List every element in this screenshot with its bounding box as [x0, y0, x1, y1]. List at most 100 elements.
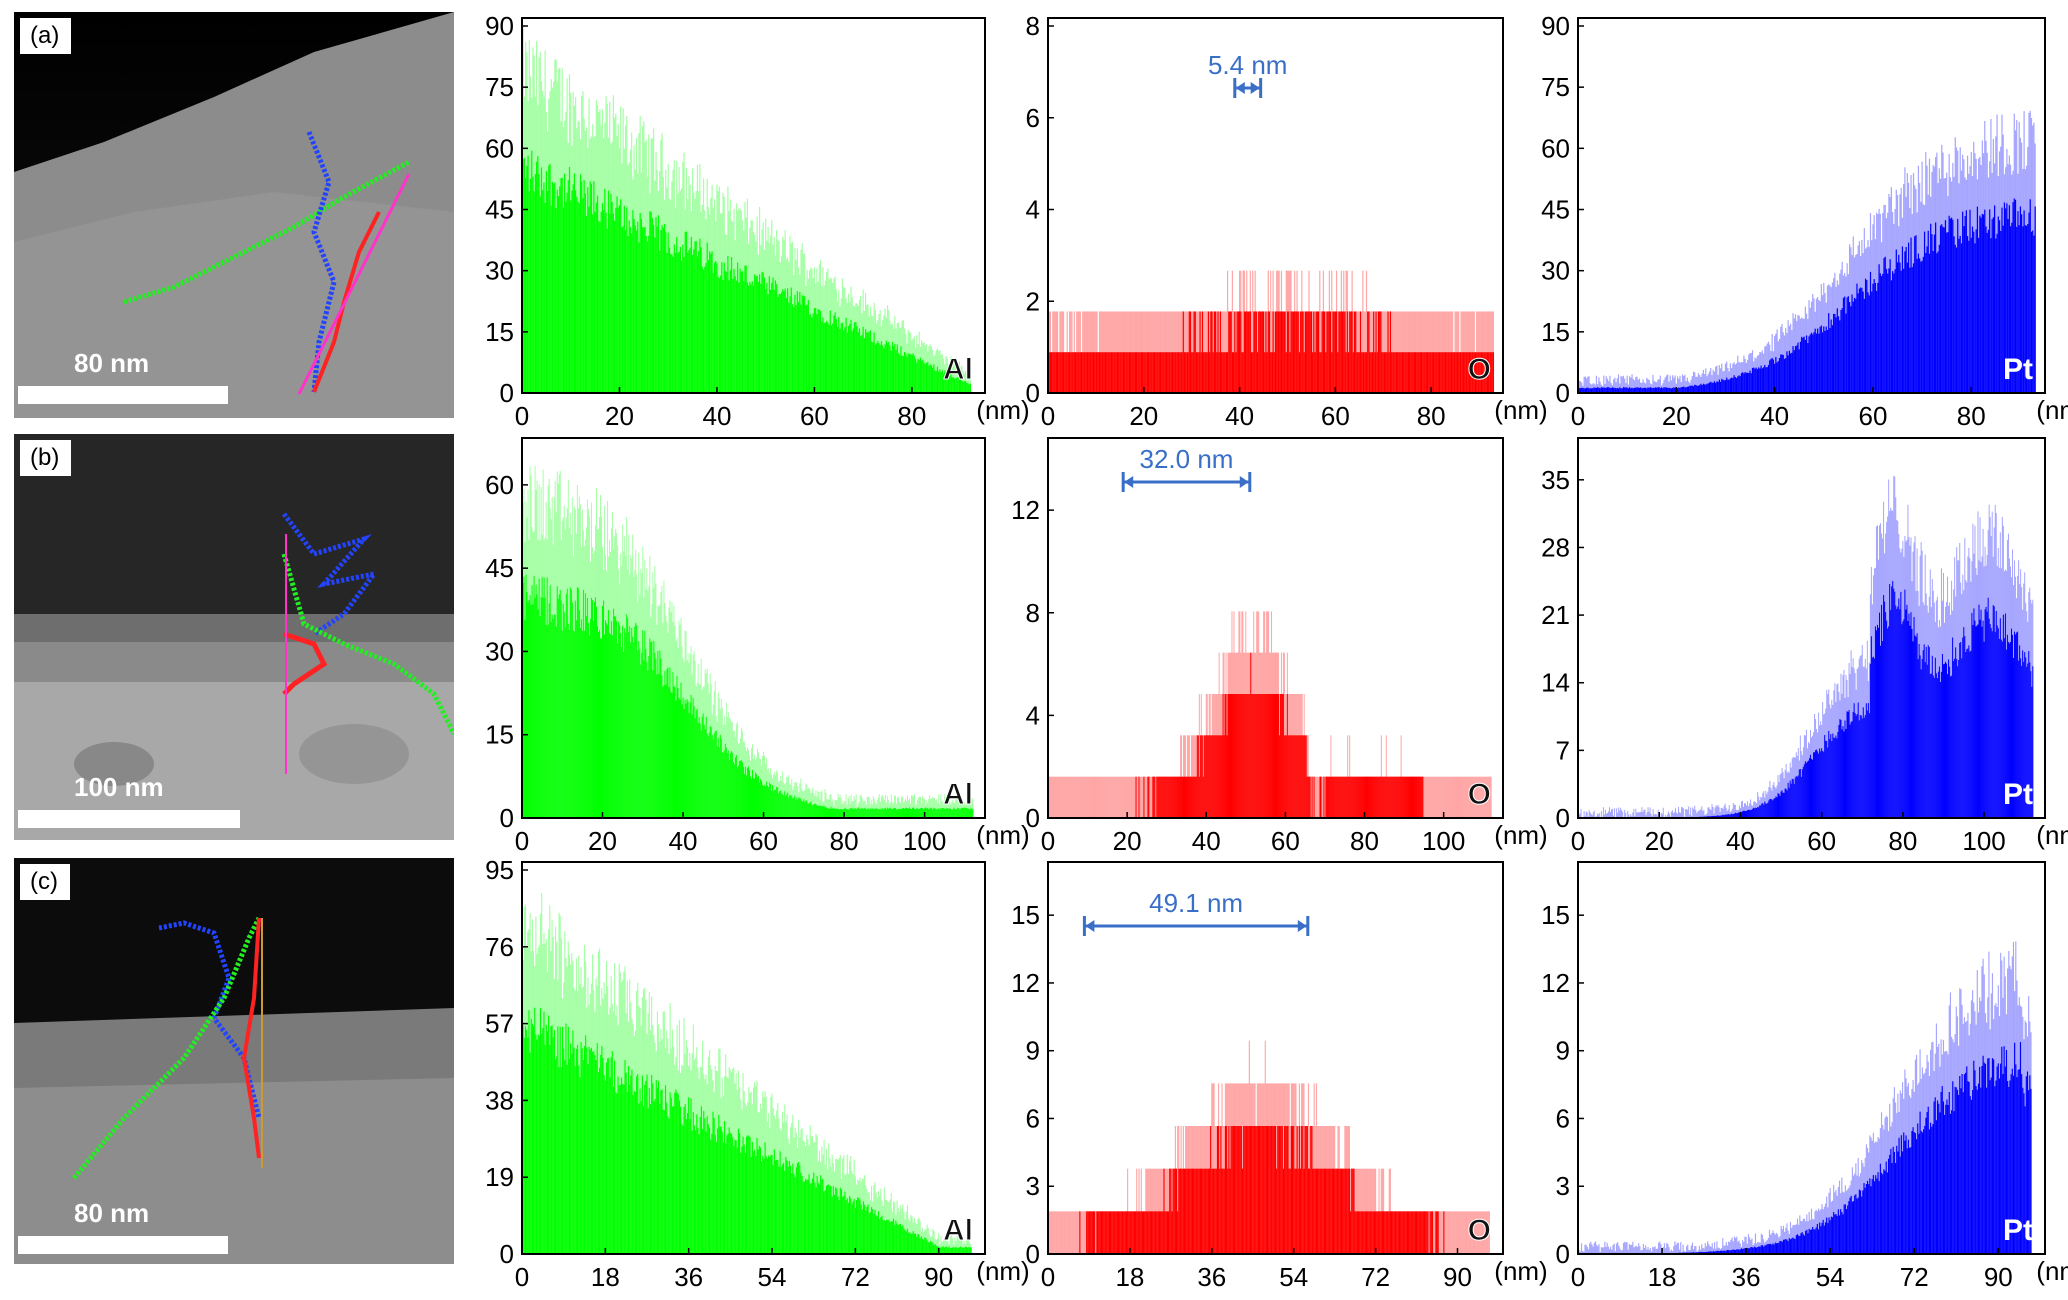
x-tick-label: 80: [1957, 401, 1986, 431]
stem-image-b: (b) 100 nm: [14, 434, 454, 840]
x-tick-label: 40: [702, 401, 731, 431]
y-tick-label: 4: [1026, 195, 1040, 225]
element-label-a-pt: Pt: [2003, 353, 2033, 386]
y-tick-label: 30: [485, 636, 514, 666]
element-label-a-al: Al: [943, 353, 973, 386]
annotation-arrow-right: [1250, 82, 1260, 94]
y-tick-label: 45: [485, 553, 514, 583]
x-tick-label: 20: [588, 826, 617, 856]
scale-bar-a: [18, 386, 228, 404]
x-tick-label: 60: [1858, 401, 1887, 431]
x-tick-label: 60: [1321, 401, 1350, 431]
width-annotation-a-o: 5.4 nm: [1208, 50, 1288, 98]
x-tick-label: 20: [605, 401, 634, 431]
x-tick-label: 20: [1113, 826, 1142, 856]
scale-bar-label-a: 80 nm: [74, 348, 150, 378]
x-tick-label: 60: [749, 826, 778, 856]
profile-bars-a-al: [521, 26, 971, 393]
y-tick-label: 8: [1026, 598, 1040, 628]
x-tick-label: 80: [1350, 826, 1379, 856]
y-tick-label: 0: [1026, 378, 1040, 408]
y-tick-label: 4: [1026, 700, 1040, 730]
x-tick-label: 80: [897, 401, 926, 431]
y-tick-label: 90: [485, 11, 514, 41]
x-tick-label: 40: [669, 826, 698, 856]
x-tick-label: 0: [515, 401, 529, 431]
plot-border-b-al: [521, 437, 986, 819]
y-tick-label: 60: [485, 470, 514, 500]
scale-bar-label-c: 80 nm: [74, 1198, 150, 1228]
x-tick-label: 80: [830, 826, 859, 856]
y-tick-label: 60: [1541, 133, 1570, 163]
annotation-text: 5.4 nm: [1208, 50, 1288, 80]
y-tick-label: 90: [1541, 11, 1570, 41]
panel-label-c: (c): [20, 864, 70, 900]
element-label-b-o: O: [1468, 778, 1491, 811]
plot-border-a-o: [1047, 17, 1504, 394]
y-tick-label: 15: [485, 720, 514, 750]
y-tick-label: 0: [500, 378, 514, 408]
x-tick-label: 0: [1041, 401, 1055, 431]
x-unit-label: (nm): [1494, 395, 1547, 425]
chart-b-o: 0 4 8 12 0 20 40 60 80 100 (nm)O 32.0 nm: [1011, 437, 1548, 856]
scale-bar-b: [18, 810, 240, 828]
x-unit-label: (nm): [976, 820, 1029, 850]
y-tick-label: 45: [485, 195, 514, 225]
y-tick-label: 15: [1541, 317, 1570, 347]
y-tick-label: 8: [1026, 11, 1040, 41]
y-tick-label: 75: [485, 72, 514, 102]
x-unit-label: (nm): [976, 395, 1029, 425]
stem-image-c: (c) 80 nm: [14, 858, 454, 1264]
y-tick-label: 15: [485, 317, 514, 347]
x-tick-label: 0: [515, 826, 529, 856]
profile-bars-b-pt: [1577, 475, 2034, 818]
width-annotation-b-o: 32.0 nm: [1121, 444, 1252, 492]
profile-bars-a-o: [1047, 270, 1495, 393]
chart-b-al: 0 15 30 45 60 0 20 40 60 80 100 (nm)Al: [485, 437, 1030, 856]
y-tick-label: 0: [500, 803, 514, 833]
x-unit-label: (nm): [2036, 395, 2068, 425]
y-tick-label: 30: [485, 256, 514, 286]
annotation-arrow-left: [1235, 82, 1245, 94]
x-tick-label: 40: [1192, 826, 1221, 856]
x-tick-label: 60: [800, 401, 829, 431]
x-tick-label: 20: [1662, 401, 1691, 431]
plot-border-a-al: [521, 17, 986, 394]
y-tick-label: 75: [1541, 72, 1570, 102]
scale-bar-label-b: 100 nm: [74, 772, 164, 802]
scale-bar-c: [18, 1236, 228, 1254]
x-tick-label: 0: [1571, 401, 1585, 431]
y-tick-label: 6: [1026, 103, 1040, 133]
profile-bars-b-al: [521, 465, 974, 818]
panel-label-b: (b): [20, 440, 72, 476]
panel-label-a: (a): [20, 18, 72, 54]
y-tick-label: 0: [1026, 803, 1040, 833]
x-tick-label: 60: [1271, 826, 1300, 856]
y-tick-label: 30: [1541, 256, 1570, 286]
annotation-arrow-left: [1124, 476, 1134, 488]
element-label-b-al: Al: [943, 778, 973, 811]
y-tick-label: 12: [1011, 495, 1040, 525]
y-tick-label: 0: [1556, 378, 1570, 408]
stem-image-c-graphic: [14, 858, 454, 1264]
stem-image-a-graphic: [14, 12, 454, 418]
x-tick-label: 40: [1225, 401, 1254, 431]
x-tick-label: 20: [1129, 401, 1158, 431]
x-tick-label: 80: [1417, 401, 1446, 431]
element-label-a-o: O: [1468, 353, 1491, 386]
chart-a-al: 0 15 30 45 60 75 90 0 20 40 60 80 (nm)Al: [485, 11, 1030, 431]
annotation-arrow-right: [1239, 476, 1249, 488]
plot-border-b-o: [1047, 437, 1504, 819]
x-tick-label: 100: [1422, 826, 1465, 856]
stem-image-a: (a) 80 nm: [14, 12, 454, 418]
x-tick-label: 40: [1760, 401, 1789, 431]
x-tick-label: 0: [1041, 826, 1055, 856]
y-tick-label: 45: [1541, 195, 1570, 225]
x-tick-label: 100: [903, 826, 946, 856]
annotation-text: 32.0 nm: [1140, 444, 1234, 474]
y-tick-label: 60: [485, 133, 514, 163]
